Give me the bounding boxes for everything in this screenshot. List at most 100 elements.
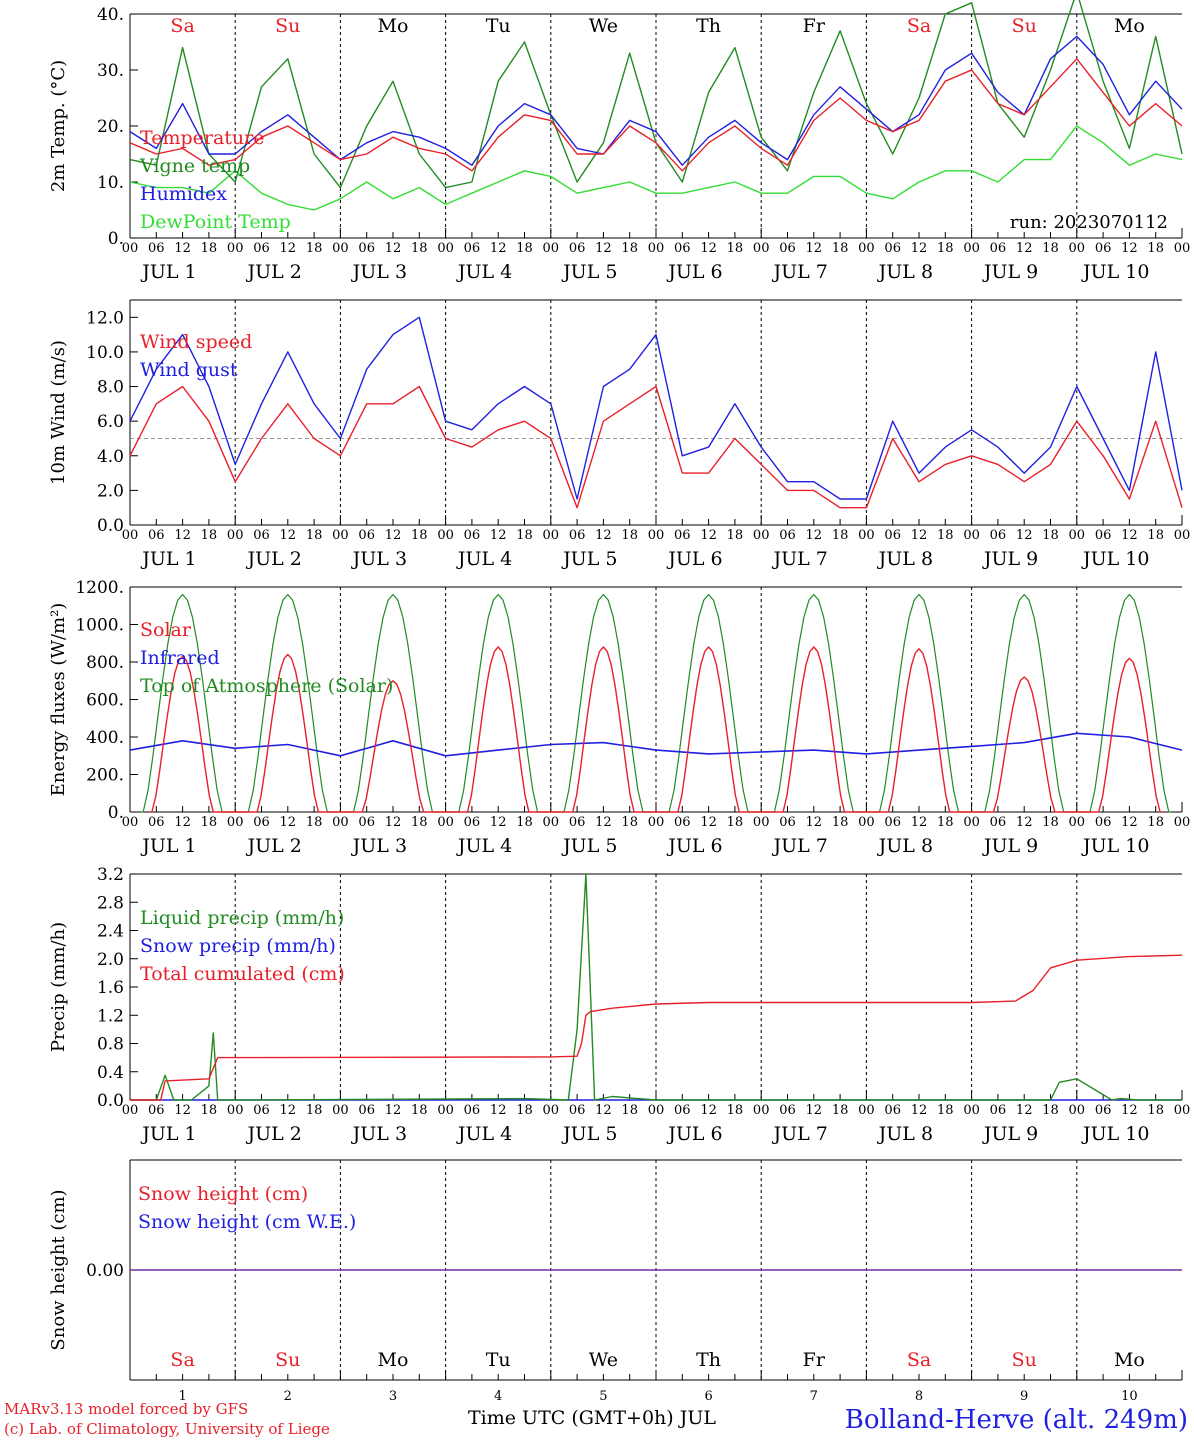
hour-tick-label: 12 [700, 528, 717, 543]
weekday-label: Su [275, 15, 300, 37]
y-tick-label: 600. [86, 691, 124, 711]
day-label: JUL 8 [877, 261, 933, 283]
hour-tick-label: 00 [648, 1103, 665, 1118]
hour-tick-label: 18 [727, 241, 744, 256]
hour-tick-label: 06 [464, 241, 481, 256]
day-label: JUL 8 [877, 1123, 933, 1145]
hour-tick-label: 06 [464, 1103, 481, 1118]
hour-tick-label: 12 [806, 241, 823, 256]
day-label: JUL 1 [140, 548, 196, 570]
hour-tick-label: 18 [306, 1103, 323, 1118]
hour-tick-label: 00 [753, 528, 770, 543]
hour-tick-label: 00 [1174, 815, 1191, 830]
day-label: JUL 2 [245, 548, 301, 570]
y-tick-label: 2.0 [97, 481, 124, 501]
series-line-wind-gust [129, 316, 1183, 500]
hour-tick-label: 06 [884, 1103, 901, 1118]
y-axis-label: Snow height (cm) [48, 1189, 69, 1350]
y-tick-label: 12.0 [86, 308, 124, 328]
y-tick-label: 4.0 [97, 447, 124, 467]
hour-tick-label: 00 [1174, 1103, 1191, 1118]
y-tick-label: 800. [86, 653, 124, 673]
y-tick-label: 2.8 [97, 893, 124, 913]
panel-2: 00 06 12 18 00 06 12 18 00 06 12 18 00 06 12 18 00 06 12 18… [48, 299, 1190, 570]
hour-tick-label: 12 [280, 241, 297, 256]
hour-tick-label: 00 [543, 1103, 560, 1118]
day-label: JUL 5 [561, 835, 617, 857]
hour-tick-label: 06 [253, 241, 270, 256]
legend-entry: Vigne temp [139, 155, 250, 177]
hour-tick-label: 06 [779, 241, 796, 256]
hour-tick-label: 06 [569, 815, 586, 830]
weekday-label: Sa [170, 1349, 194, 1371]
day-label: JUL 5 [561, 1123, 617, 1145]
hour-tick-label: 00 [332, 241, 349, 256]
hour-tick-label: 12 [806, 528, 823, 543]
hour-tick-label: 06 [990, 1103, 1007, 1118]
legend-entry: DewPoint Temp [140, 211, 291, 233]
hour-tick-label: 06 [148, 815, 165, 830]
hour-tick-label: 18 [411, 815, 428, 830]
series-line-solar [149, 646, 1163, 813]
hour-tick-label: 18 [727, 528, 744, 543]
hour-tick-label: 06 [674, 528, 691, 543]
hour-tick-label: 00 [332, 1103, 349, 1118]
hour-tick-label: 12 [911, 241, 928, 256]
hour-tick-label: 00 [122, 528, 139, 543]
hour-tick-label: 06 [569, 1103, 586, 1118]
weekday-label: We [589, 15, 618, 37]
y-tick-label: 0. [108, 229, 124, 249]
y-tick-label: 0. [108, 803, 124, 823]
hour-tick-label: 12 [1121, 1103, 1138, 1118]
hour-tick-label: 00 [437, 528, 454, 543]
hour-tick-label: 18 [411, 528, 428, 543]
day-label: JUL 1 [140, 835, 196, 857]
hour-tick-label: 00 [122, 241, 139, 256]
hour-tick-label: 18 [1042, 1103, 1059, 1118]
hour-tick-label: 12 [280, 815, 297, 830]
legend-entry: Snow height (cm W.E.) [138, 1211, 356, 1233]
hour-tick-label: 18 [937, 528, 954, 543]
hour-tick-label: 18 [832, 815, 849, 830]
hour-tick-label: 00 [1174, 241, 1191, 256]
hour-tick-label: 06 [884, 815, 901, 830]
hour-tick-label: 00 [648, 815, 665, 830]
day-label: JUL 8 [877, 835, 933, 857]
day-number-label: 5 [599, 1389, 607, 1404]
panel-3: 00 06 12 18 00 06 12 18 00 06 12 18 00 06 12 18 00 06 12 18… [48, 578, 1190, 857]
hour-tick-label: 12 [700, 1103, 717, 1118]
hour-tick-label: 06 [569, 528, 586, 543]
weekday-label: Th [696, 1349, 721, 1371]
hour-tick-label: 00 [437, 241, 454, 256]
weekday-label: We [589, 1349, 618, 1371]
hour-tick-label: 06 [253, 1103, 270, 1118]
hour-tick-label: 06 [148, 1103, 165, 1118]
day-label: JUL 3 [351, 1123, 407, 1145]
day-label: JUL 5 [561, 261, 617, 283]
panel-1: 00 06 12 18 00 06 12 18 00 06 12 18 00 06 12 18 00 06 12 18… [48, 0, 1190, 283]
hour-tick-label: 12 [1121, 241, 1138, 256]
y-tick-label: 400. [86, 728, 124, 748]
hour-tick-label: 12 [700, 241, 717, 256]
y-tick-label: 10.0 [86, 343, 124, 363]
day-label: JUL 7 [771, 835, 827, 857]
y-tick-label: 3.2 [97, 865, 124, 885]
y-tick-label: 2.0 [97, 950, 124, 970]
hour-tick-label: 18 [201, 528, 218, 543]
weekday-label: Su [275, 1349, 300, 1371]
hour-tick-label: 12 [1016, 241, 1033, 256]
weekday-label: Mo [1114, 15, 1145, 37]
hour-tick-label: 18 [621, 241, 638, 256]
hour-tick-label: 18 [306, 815, 323, 830]
day-label: JUL 7 [771, 548, 827, 570]
hour-tick-label: 06 [464, 815, 481, 830]
day-number-label: 7 [810, 1389, 818, 1404]
hour-tick-label: 00 [227, 1103, 244, 1118]
y-tick-label: 2.4 [97, 922, 124, 942]
hour-tick-label: 06 [884, 528, 901, 543]
hour-tick-label: 00 [963, 815, 980, 830]
hour-tick-label: 18 [516, 528, 533, 543]
hour-tick-label: 18 [306, 241, 323, 256]
series-line-total-cumulated-cm- [130, 954, 1183, 1101]
